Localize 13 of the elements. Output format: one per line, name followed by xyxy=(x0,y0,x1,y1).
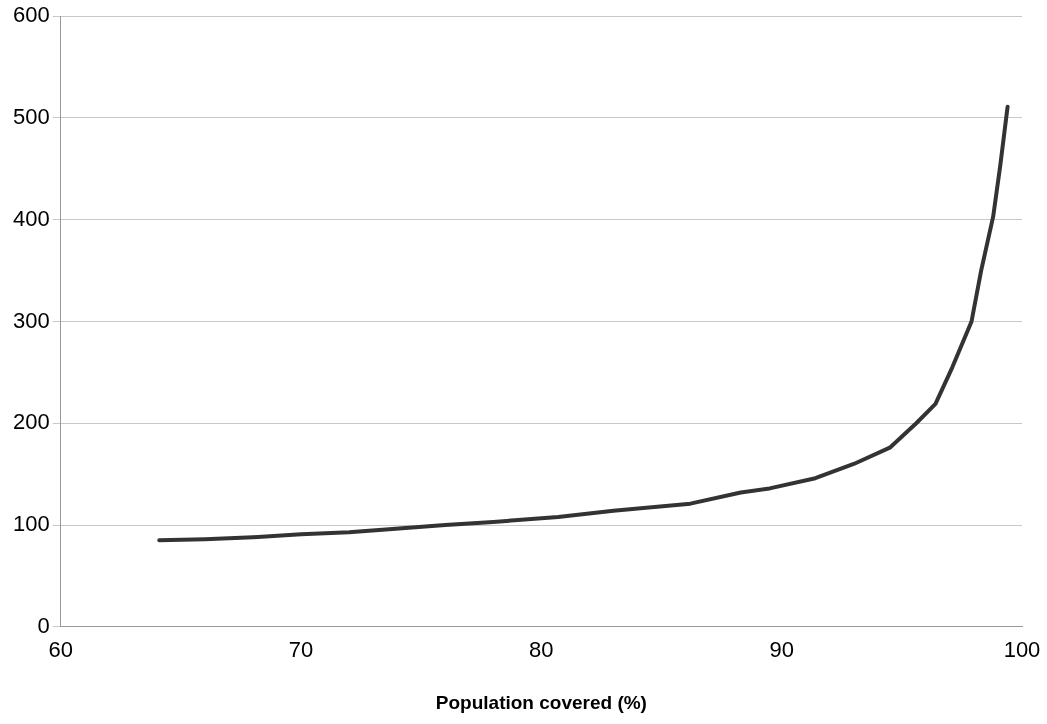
x-tick-label: 90 xyxy=(769,637,794,663)
y-tick-label: 600 xyxy=(12,2,50,28)
y-tick-label: 300 xyxy=(12,307,50,333)
y-tick-label: 500 xyxy=(12,104,50,130)
x-tick-label: 70 xyxy=(288,637,314,663)
x-tick-label: 60 xyxy=(48,637,73,663)
x-axis-title: Population covered (%) xyxy=(435,691,647,713)
y-tick-label: 0 xyxy=(37,612,50,638)
x-tick-label: 80 xyxy=(529,637,554,663)
y-tick-label: 200 xyxy=(12,409,50,435)
y-tick-label: 400 xyxy=(12,205,50,231)
y-tick-label: 100 xyxy=(12,511,50,537)
x-tick-label: 100 xyxy=(1003,637,1041,663)
